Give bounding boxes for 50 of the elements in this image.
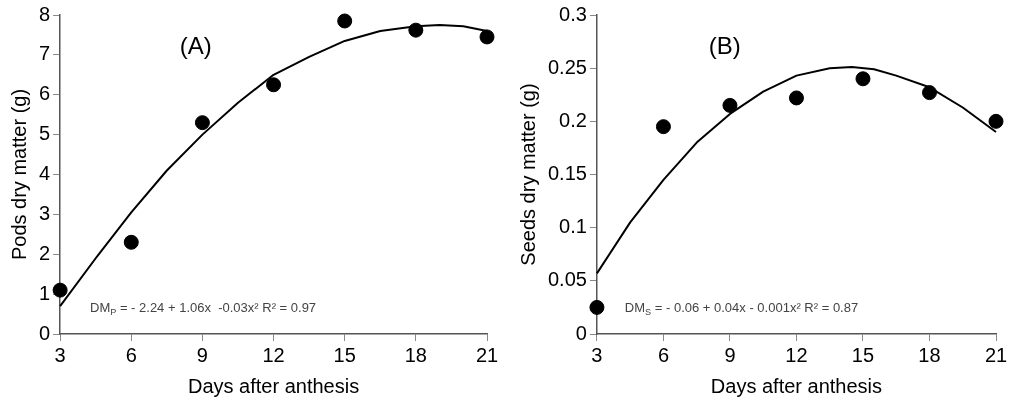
y-tick-label: 8 [39,2,51,25]
x-tick-label: 21 [984,343,1008,366]
y-tick-label: 0 [39,321,51,344]
y-tick-label: 3 [39,201,51,224]
y-tick-label: 0.1 [559,215,587,238]
y-tick-label: 5 [39,122,51,145]
y-tick-label: 4 [39,162,51,185]
point [194,115,210,131]
y-tick-label: 0 [575,321,587,344]
y-axis-title: Pods dry matter (g) [7,88,30,261]
point [988,113,1004,129]
annotation: (A) [179,31,212,59]
x-tick-label: 18 [918,343,941,366]
point [855,71,871,87]
y-tick-label: 6 [39,82,51,105]
point [52,282,68,298]
x-tick-label: 9 [196,343,208,366]
x-tick-label: 12 [785,343,808,366]
y-axis-title: Seeds dry matter (g) [516,83,539,266]
y-tick-label: 0.05 [547,268,587,291]
x-axis-title: Days after anthesis [710,374,883,397]
point [722,97,738,113]
x-tick-label: 3 [591,343,603,366]
x-axis-title: Days after anthesis [187,374,360,397]
point [921,85,937,101]
y-tick-label: 0.25 [547,55,587,78]
y-tick-label: 2 [39,241,51,264]
point [788,90,804,106]
x-tick-label: 6 [657,343,669,366]
point [589,299,605,315]
y-tick-label: 7 [39,42,51,65]
y-tick-label: 1 [39,281,51,304]
x-tick-label: 15 [851,343,875,366]
x-tick-label: 6 [125,343,137,366]
point [655,119,671,135]
y-tick-label: 0.2 [559,108,587,131]
x-tick-label: 9 [724,343,736,366]
point [408,22,424,38]
y-tick-label: 0.15 [547,162,587,185]
annotation: (B) [708,31,741,59]
x-tick-label: 21 [475,343,499,366]
y-tick-label: 0.3 [559,2,587,25]
x-tick-label: 12 [262,343,285,366]
x-tick-label: 3 [54,343,66,366]
point [479,29,495,45]
point [266,77,282,93]
point [337,13,353,29]
x-tick-label: 18 [404,343,427,366]
point [123,234,139,250]
x-tick-label: 15 [333,343,356,366]
